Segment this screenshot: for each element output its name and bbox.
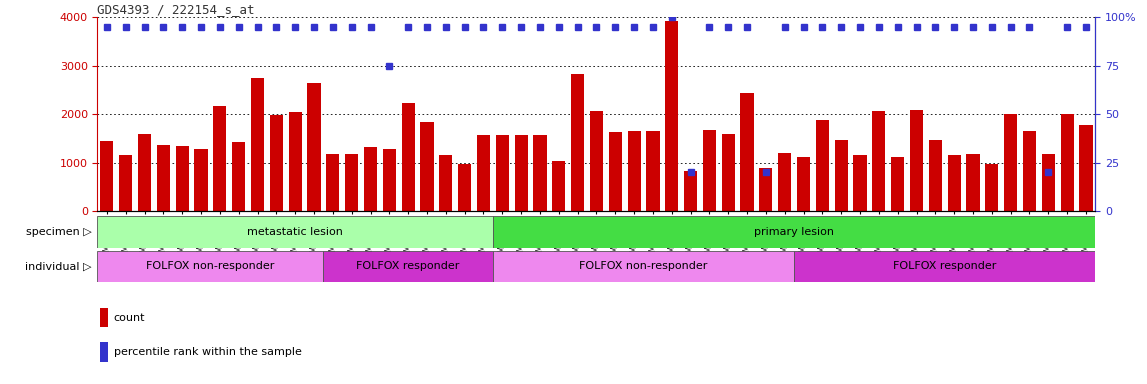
Bar bbox=[571, 74, 584, 211]
Bar bbox=[1079, 125, 1093, 211]
Bar bbox=[1004, 114, 1017, 211]
Bar bbox=[1023, 131, 1036, 211]
Bar bbox=[477, 135, 490, 211]
Bar bbox=[703, 130, 716, 211]
Bar bbox=[759, 168, 772, 211]
Bar bbox=[345, 154, 358, 211]
Bar bbox=[401, 103, 415, 211]
Bar bbox=[947, 155, 961, 211]
Bar bbox=[232, 142, 245, 211]
Bar bbox=[157, 145, 170, 211]
Bar bbox=[364, 147, 377, 211]
Bar bbox=[289, 112, 302, 211]
Bar bbox=[665, 21, 678, 211]
Text: specimen ▷: specimen ▷ bbox=[26, 227, 92, 237]
Bar bbox=[533, 135, 546, 211]
Bar bbox=[891, 157, 904, 211]
Bar bbox=[326, 154, 340, 211]
Text: primary lesion: primary lesion bbox=[754, 227, 834, 237]
Bar bbox=[493, 251, 794, 282]
Bar bbox=[270, 115, 283, 211]
Bar bbox=[721, 134, 735, 211]
Bar bbox=[816, 119, 829, 211]
Bar bbox=[794, 251, 1095, 282]
Bar bbox=[684, 171, 697, 211]
Bar bbox=[627, 131, 641, 211]
Text: FOLFOX non-responder: FOLFOX non-responder bbox=[579, 262, 708, 271]
Bar bbox=[967, 154, 980, 211]
Text: count: count bbox=[114, 313, 145, 323]
Bar bbox=[496, 135, 509, 211]
Bar bbox=[119, 155, 132, 211]
Bar bbox=[421, 122, 434, 211]
Bar bbox=[741, 93, 754, 211]
Bar bbox=[797, 157, 810, 211]
Bar bbox=[647, 131, 660, 211]
Text: individual ▷: individual ▷ bbox=[25, 262, 92, 271]
Text: FOLFOX responder: FOLFOX responder bbox=[357, 262, 460, 271]
Bar bbox=[458, 164, 471, 211]
Text: metastatic lesion: metastatic lesion bbox=[248, 227, 343, 237]
Text: FOLFOX non-responder: FOLFOX non-responder bbox=[147, 262, 274, 271]
Bar bbox=[1041, 154, 1055, 211]
Bar bbox=[175, 146, 189, 211]
Bar bbox=[590, 111, 603, 211]
Bar bbox=[985, 164, 998, 211]
Bar bbox=[515, 135, 528, 211]
Bar bbox=[323, 251, 493, 282]
Bar bbox=[251, 78, 264, 211]
Bar bbox=[835, 140, 848, 211]
Bar bbox=[100, 141, 114, 211]
Bar bbox=[910, 110, 923, 211]
Bar bbox=[853, 155, 867, 211]
Bar bbox=[97, 251, 323, 282]
Bar bbox=[195, 149, 208, 211]
Bar bbox=[609, 132, 622, 211]
Bar bbox=[929, 140, 942, 211]
Bar bbox=[100, 343, 108, 362]
Text: GDS4393 / 222154_s_at: GDS4393 / 222154_s_at bbox=[97, 3, 255, 16]
Bar bbox=[778, 153, 791, 211]
Bar bbox=[307, 83, 321, 211]
Bar bbox=[383, 149, 396, 211]
Bar bbox=[872, 111, 885, 211]
Bar bbox=[1061, 114, 1074, 211]
Bar bbox=[97, 216, 493, 248]
Bar bbox=[493, 216, 1095, 248]
Bar bbox=[100, 308, 108, 327]
Bar bbox=[439, 155, 452, 211]
Bar bbox=[213, 106, 226, 211]
Bar bbox=[138, 134, 151, 211]
Text: FOLFOX responder: FOLFOX responder bbox=[894, 262, 997, 271]
Bar bbox=[552, 161, 565, 211]
Text: percentile rank within the sample: percentile rank within the sample bbox=[114, 347, 302, 357]
